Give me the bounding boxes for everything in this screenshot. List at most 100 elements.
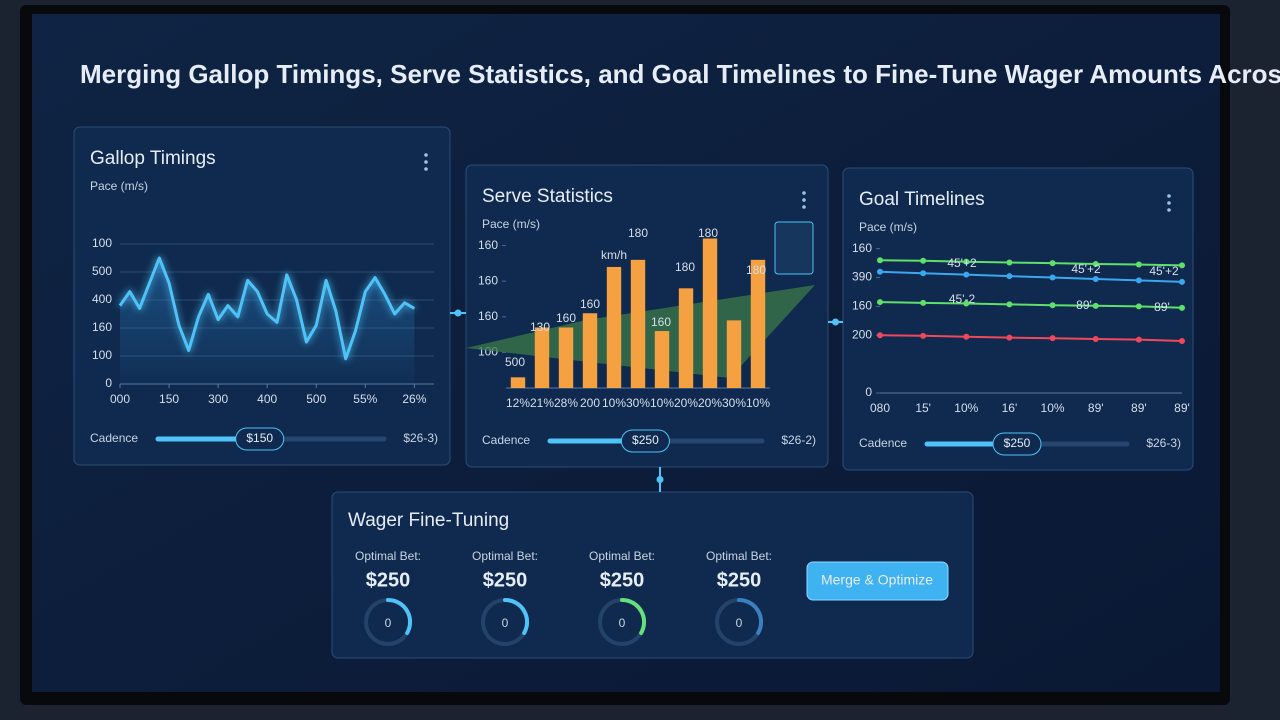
card-value: $250 [717,569,762,591]
bar [750,259,766,388]
axis-label: Pace (m/s) [90,179,148,193]
marker [1179,338,1185,345]
marker [1092,260,1099,267]
marker [963,333,970,340]
slider-knob[interactable] [620,429,670,453]
menu-dot[interactable] [424,160,428,164]
bar [510,377,526,388]
x-tick-label: 20% [698,396,722,410]
marker [877,332,883,339]
y-tick-label: 100 [92,348,112,362]
y-tick-label: 100 [92,236,112,250]
menu-dot[interactable] [1167,208,1171,212]
marker [1179,278,1185,285]
menu-dot[interactable] [802,198,806,202]
gauge-value: 0 [619,616,626,630]
marker [877,257,883,264]
x-tick-label: 15' [915,401,931,415]
y-tick-label: 160 [478,309,498,323]
menu-dot[interactable] [802,191,806,195]
slider-value: $250 [1004,436,1031,450]
x-tick-label: 300 [208,392,228,406]
x-tick-label: 200 [580,396,600,410]
menu-dot[interactable] [1167,194,1171,198]
y-tick-label: 400 [92,292,112,306]
bar [702,238,718,388]
marker [920,299,927,306]
slider-label: Cadence [482,433,530,447]
menu-dot[interactable] [424,167,428,171]
wager-title: Wager Fine-Tuning [348,510,509,531]
annotation: 130 [530,320,550,334]
page-title: Merging Gallop Timings, Serve Statistics… [80,59,1280,89]
slider-knob[interactable] [235,427,285,451]
panels: Gallop Timings Pace (m/s) 0 100 160 400 500 100… [73,126,1194,471]
connector-dot [656,476,664,483]
x-tick-label: 500 [306,392,326,406]
x-tick-label: 400 [257,392,277,406]
menu-dot[interactable] [1167,201,1171,205]
gauge-arc [386,597,413,635]
button-bg[interactable] [806,561,949,601]
annotation: 160 [580,297,600,311]
x-tick-label: 20% [674,396,698,410]
marker [1006,259,1013,266]
connector-dot [454,309,462,317]
x-tick-label: 30% [722,396,746,410]
x-tick-label: 89' [1131,401,1147,415]
annotation: 180 [675,260,695,274]
slider-label: Cadence [859,436,907,450]
series-line [879,270,1183,283]
bar [654,331,670,388]
bar [726,320,742,388]
card-value: $250 [600,569,645,591]
button-label[interactable]: Merge & Optimize [821,572,933,588]
annotation: 180 [746,263,766,277]
bar [630,259,646,388]
annotation: 45'+2 [1149,264,1179,278]
marker [1006,301,1013,308]
annotation: km/h [601,248,627,262]
bar [534,327,550,388]
merge-button[interactable]: Merge & Optimize [806,561,949,601]
menu-dot[interactable] [802,205,806,209]
y-tick-label: 160 [852,241,872,255]
axis-label: Pace (m/s) [859,220,917,234]
marker [1049,302,1056,309]
marker [1092,302,1099,309]
slider-end: $26-2) [781,433,816,447]
marker [877,299,883,306]
slider-value: $150 [246,431,273,445]
marker [963,300,970,307]
x-tick-label: 080 [870,401,890,415]
gauge-value: 0 [385,616,392,630]
marker [963,271,970,278]
series-line [879,301,1183,309]
marker [920,270,927,277]
x-tick-label: 28% [554,396,578,410]
bar [606,266,622,388]
x-tick-label: 16' [1002,401,1018,415]
panel-title: Serve Statistics [482,186,613,207]
x-tick-label: 10% [954,401,978,415]
connector-dot [832,318,839,326]
menu-dot[interactable] [424,153,428,157]
marker [920,257,927,264]
y-tick-label: 390 [852,270,872,284]
marker [1092,275,1099,282]
panel-title: Gallop Timings [90,148,216,169]
x-tick-label: 12% [506,396,530,410]
gauge-arc [620,597,647,635]
x-tick-label: 000 [110,392,130,406]
x-tick-label: 89' [1088,401,1104,415]
y-tick-label: 160 [92,320,112,334]
slider-knob[interactable] [992,432,1042,456]
x-tick-label: 150 [159,392,179,406]
x-tick-label: 30% [626,396,650,410]
bar [582,313,598,388]
player-icon [774,221,814,275]
annotation: 500 [505,355,525,369]
x-tick-label: 89' [1174,401,1190,415]
line [118,256,416,361]
marker [1006,273,1013,280]
